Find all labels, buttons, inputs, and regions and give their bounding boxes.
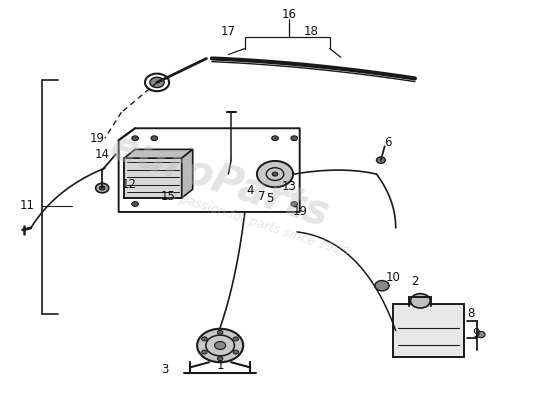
Text: 16: 16 [281, 8, 296, 21]
Text: 8: 8 [468, 307, 475, 320]
Text: 12: 12 [122, 178, 137, 190]
Circle shape [202, 337, 207, 341]
Text: a passion for parts since 1985: a passion for parts since 1985 [167, 188, 350, 259]
Text: 19: 19 [292, 205, 307, 218]
Text: 17: 17 [221, 25, 236, 38]
Text: 1: 1 [216, 359, 224, 372]
Circle shape [375, 280, 389, 291]
Text: 7: 7 [257, 190, 265, 202]
Circle shape [476, 331, 485, 338]
Circle shape [291, 136, 298, 141]
Circle shape [272, 136, 278, 141]
FancyBboxPatch shape [124, 158, 182, 198]
Text: 18: 18 [303, 25, 318, 38]
Circle shape [291, 202, 298, 206]
Circle shape [233, 350, 239, 354]
Text: 15: 15 [161, 190, 175, 202]
Circle shape [410, 294, 430, 308]
Text: 13: 13 [281, 180, 296, 192]
Circle shape [233, 337, 239, 341]
Circle shape [132, 136, 139, 141]
FancyBboxPatch shape [393, 304, 464, 358]
Text: 9: 9 [472, 327, 480, 340]
Circle shape [217, 357, 223, 361]
Circle shape [150, 77, 164, 88]
Text: 6: 6 [384, 136, 391, 149]
Circle shape [96, 183, 109, 193]
Text: 2: 2 [411, 275, 419, 288]
Text: 19: 19 [89, 132, 104, 145]
Circle shape [272, 172, 278, 176]
Text: 10: 10 [386, 271, 400, 284]
Circle shape [132, 202, 139, 206]
Text: euroParts: euroParts [105, 125, 335, 235]
Text: 14: 14 [95, 148, 109, 161]
Polygon shape [124, 149, 192, 158]
Circle shape [100, 186, 105, 190]
Circle shape [197, 329, 243, 362]
Text: 5: 5 [266, 192, 273, 204]
Circle shape [217, 330, 223, 334]
Circle shape [151, 136, 158, 141]
Circle shape [377, 157, 385, 163]
Circle shape [257, 161, 293, 187]
Polygon shape [182, 149, 192, 198]
Text: 4: 4 [246, 184, 254, 196]
Text: 11: 11 [20, 200, 35, 212]
Circle shape [202, 350, 207, 354]
Text: 3: 3 [162, 363, 169, 376]
Circle shape [214, 342, 225, 350]
